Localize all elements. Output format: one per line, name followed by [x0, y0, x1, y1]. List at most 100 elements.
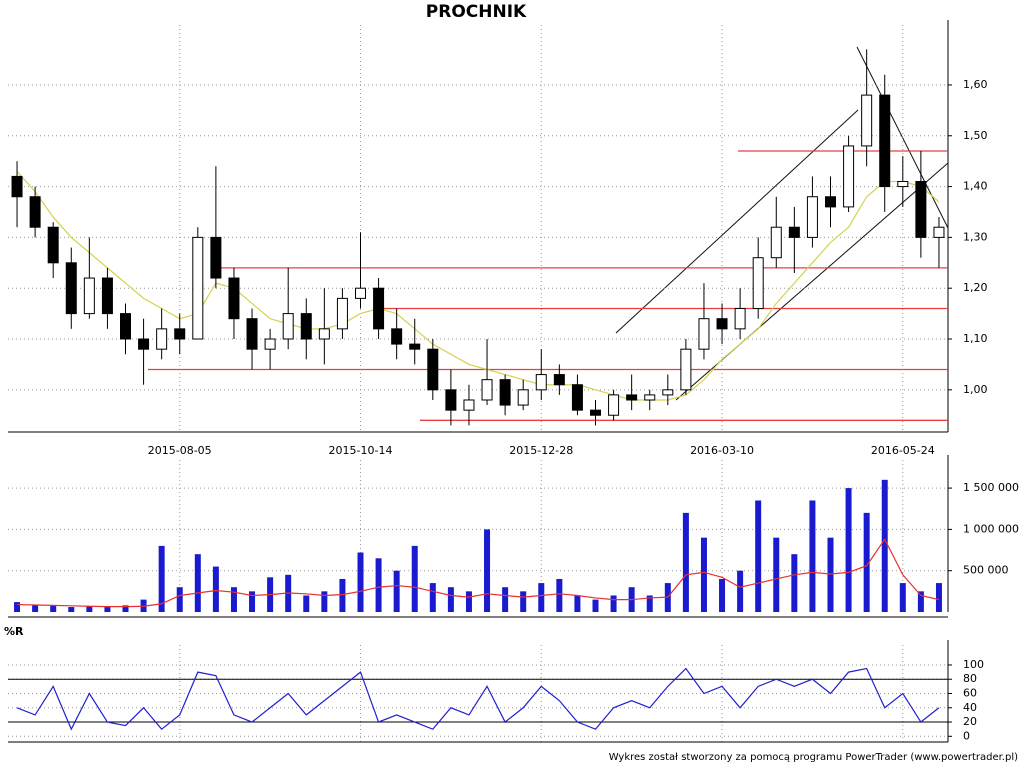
- candle-body: [29, 196, 41, 228]
- bar: [574, 595, 581, 612]
- candle-body: [445, 389, 457, 411]
- bar: [737, 570, 744, 612]
- bar: [556, 578, 563, 612]
- bar: [917, 591, 924, 612]
- candle-body: [11, 175, 23, 198]
- candle-body: [174, 328, 186, 340]
- candle-body: [246, 318, 258, 350]
- x-tick-label: 2016-05-24: [871, 444, 935, 457]
- candle-body: [788, 226, 800, 238]
- bar: [845, 488, 852, 612]
- x-tick-label: 2015-12-28: [509, 444, 573, 457]
- candle-body: [608, 394, 620, 416]
- candle-body: [770, 226, 782, 259]
- candle-body: [861, 94, 873, 147]
- y-tick-label: 1,10: [963, 332, 988, 345]
- bar: [447, 587, 454, 612]
- y-tick-label: 1,20: [963, 281, 988, 294]
- bar: [719, 578, 726, 612]
- bar: [68, 607, 75, 612]
- candle-body: [355, 287, 366, 299]
- bar: [863, 512, 870, 612]
- bar: [158, 545, 165, 612]
- x-tick-label: 2015-08-05: [148, 444, 212, 457]
- bar: [881, 479, 888, 612]
- y-tick-label: 500 000: [963, 564, 1009, 577]
- bar: [700, 537, 707, 612]
- candle-body: [553, 374, 565, 386]
- bar: [899, 583, 906, 612]
- bar: [935, 583, 942, 612]
- bar: [484, 529, 491, 612]
- candle-body: [662, 389, 674, 396]
- bar: [339, 578, 346, 612]
- candle-body: [282, 313, 294, 340]
- candle-body: [644, 394, 656, 401]
- y-tick-label: 1,40: [963, 180, 988, 193]
- bar: [520, 591, 527, 612]
- trend-lines: [615, 46, 949, 401]
- y-tick-label: 80: [963, 672, 977, 685]
- y-tick-label: 1,60: [963, 78, 988, 91]
- bar: [791, 554, 798, 612]
- candle-body: [427, 348, 439, 391]
- bar: [122, 605, 129, 612]
- bar: [50, 605, 57, 612]
- chart-title: PROCHNIK: [426, 2, 527, 22]
- bar: [411, 545, 418, 612]
- footer: Wykres został stworzony za pomocą progra…: [609, 752, 1018, 763]
- bar: [176, 587, 183, 612]
- moving-average: [16, 170, 940, 401]
- bar: [321, 591, 328, 612]
- bar: [357, 552, 364, 612]
- y-tick-label: 1 000 000: [963, 522, 1019, 535]
- candle-body: [228, 277, 240, 320]
- y-tick-label: 1 500 000: [963, 481, 1019, 494]
- candle-body: [716, 318, 728, 330]
- candle-body: [156, 328, 168, 350]
- bar: [592, 599, 599, 612]
- candle-body: [897, 180, 909, 188]
- bar: [249, 591, 256, 612]
- candle-body: [120, 313, 131, 340]
- y-tick-label: 60: [963, 687, 977, 700]
- candle-body: [300, 313, 312, 340]
- candle-body: [915, 180, 927, 238]
- bar: [538, 583, 545, 612]
- bar: [646, 595, 653, 612]
- bar: [303, 595, 310, 612]
- candle-body: [825, 196, 836, 208]
- volume-average: [17, 538, 940, 608]
- y-tick-label: 1,30: [963, 230, 988, 243]
- bar: [104, 607, 111, 612]
- candle-body: [83, 277, 95, 315]
- candle-body: [138, 338, 150, 350]
- candle-body: [517, 389, 529, 406]
- y-tick-label: 40: [963, 701, 977, 714]
- bar: [393, 570, 400, 612]
- candle-body: [806, 196, 818, 238]
- candle-body: [680, 348, 692, 391]
- candle-body: [481, 379, 493, 401]
- bar: [755, 500, 762, 612]
- candle-body: [210, 236, 222, 279]
- candle-body: [626, 394, 638, 401]
- bar: [502, 587, 509, 612]
- candle-body: [47, 226, 59, 264]
- candle-body: [752, 257, 764, 310]
- bar: [230, 587, 237, 612]
- x-tick-label: 2015-10-14: [329, 444, 393, 457]
- y-tick-label: 0: [963, 729, 970, 742]
- candle-body: [698, 318, 710, 350]
- bar: [375, 558, 382, 612]
- candle-body: [318, 328, 330, 340]
- bar: [86, 606, 93, 612]
- bar: [682, 512, 689, 612]
- candle-body: [843, 145, 855, 208]
- bar: [773, 537, 780, 612]
- bar: [809, 500, 816, 612]
- bar: [610, 595, 617, 612]
- candle-body: [499, 379, 511, 406]
- bar: [212, 566, 219, 612]
